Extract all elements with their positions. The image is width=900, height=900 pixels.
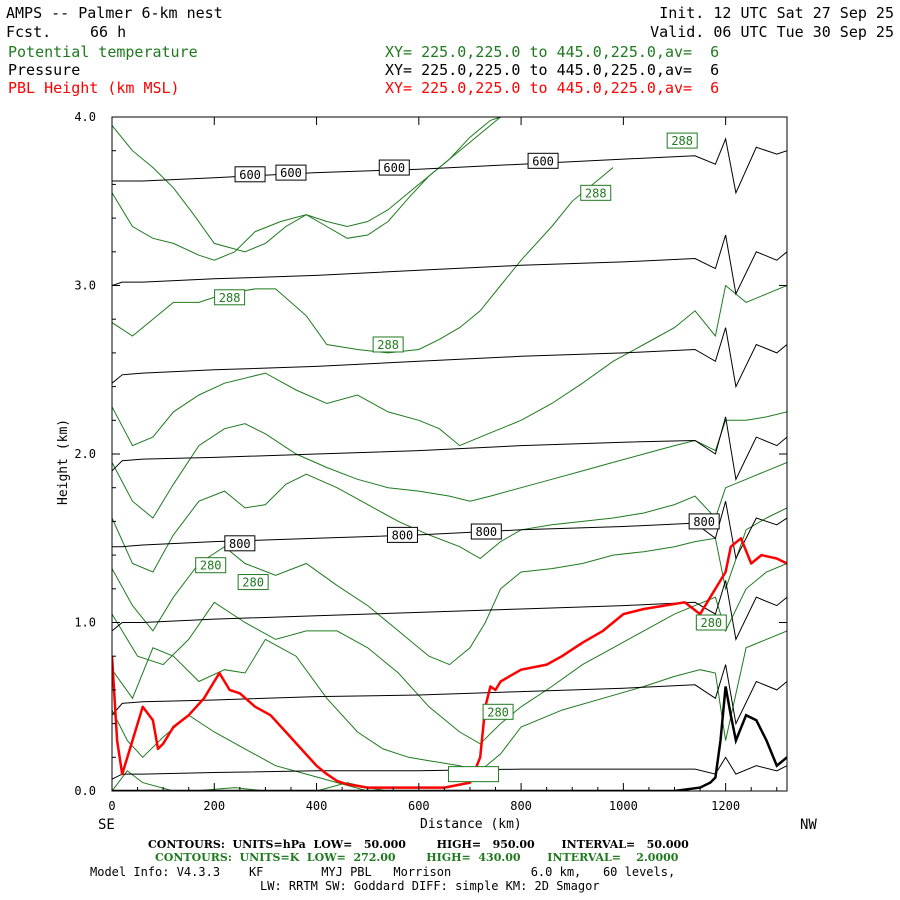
- contour-label-box: [386, 526, 418, 543]
- pressure-contour-650: [112, 234, 787, 296]
- contour-label-text: 800: [229, 537, 251, 551]
- pressure-contour-750: [112, 416, 787, 481]
- contour-label-text: 800: [475, 525, 497, 539]
- contour-label-box: [470, 523, 502, 540]
- legend-pressure-xy: XY= 225.0,225.0 to 445.0,225.0,av= 6: [385, 61, 720, 79]
- contour-label-box: [237, 574, 269, 591]
- footer-physics-info: LW: RRTM SW: Goddard DIFF: simple KM: 2D…: [260, 879, 600, 893]
- theta-contour-line: [112, 117, 501, 253]
- contour-label-box: [372, 336, 404, 353]
- theta-contour-line: [112, 507, 787, 666]
- forecast-label: Fcst.: [6, 23, 52, 41]
- forecast-hour: 66 h: [90, 23, 127, 41]
- y-tick-label: 1.0: [74, 616, 96, 630]
- contour-label-text: 600: [383, 161, 405, 175]
- plot-title: AMPS -- Palmer 6-km nest: [6, 4, 223, 22]
- theta-contour-line: [112, 411, 787, 519]
- contour-label-box: [275, 164, 307, 181]
- x-tick-label: 1000: [609, 799, 638, 813]
- init-time: Init. 12 UTC Sat 27 Sep 25: [659, 4, 894, 22]
- contour-label-text: 280: [242, 576, 264, 590]
- x-tick-label: 1200: [711, 799, 740, 813]
- contour-label-text: 600: [532, 154, 554, 168]
- cross-section-chart: 600 600 600 600 288 288 288 288 800 800 800 800 280 2…: [56, 110, 817, 833]
- theta-contour-line: [112, 630, 787, 772]
- y-axis-label: Height (km): [56, 419, 71, 505]
- pressure-contour-700: [112, 327, 787, 389]
- y-tick-label: 4.0: [74, 110, 96, 124]
- contour-label-text: 288: [671, 134, 693, 148]
- x-end-left-label: SE: [98, 817, 115, 833]
- contour-label-text: 600: [239, 168, 261, 182]
- footer-theta-contours: CONTOURS: UNITS=K LOW= 272.00 HIGH= 430.…: [155, 851, 679, 864]
- theta-contour-line: [112, 563, 787, 745]
- contour-label-box: [378, 159, 410, 176]
- contour-label-box: [527, 152, 559, 169]
- contour-label-box: [666, 132, 698, 149]
- x-tick-label: 400: [306, 799, 328, 813]
- legend-pbl-name: PBL Height (km MSL): [8, 79, 180, 97]
- contour-label-box: [448, 766, 500, 783]
- contour-label-box: [688, 513, 720, 530]
- pressure-contour-800: [112, 501, 787, 561]
- legend-pressure-name: Pressure: [8, 61, 81, 79]
- x-tick-label: 200: [203, 799, 225, 813]
- contour-label-text: 280: [700, 616, 722, 630]
- legend-theta-xy: XY= 225.0,225.0 to 445.0,225.0,av= 6: [385, 43, 720, 61]
- x-end-right-label: NW: [800, 817, 817, 833]
- legend-pbl-xy: XY= 225.0,225.0 to 445.0,225.0,av= 6: [385, 79, 720, 97]
- y-tick-label: 2.0: [74, 447, 96, 461]
- terrain-line: [112, 686, 787, 791]
- theta-contour-line: [112, 709, 368, 791]
- footer-pressure-contours: CONTOURS: UNITS=hPa LOW= 50.000 HIGH= 95…: [148, 838, 689, 851]
- contour-label-box: [695, 614, 727, 631]
- pbl-height-line: [112, 537, 787, 789]
- y-tick-label: 0.0: [74, 784, 96, 798]
- pressure-contour-850: [112, 580, 787, 642]
- contour-label-text: 800: [693, 515, 715, 529]
- contour-label-text: 288: [377, 338, 399, 352]
- contour-label-text: 600: [280, 166, 302, 180]
- contour-label-box: [482, 703, 514, 720]
- theta-contour-line: [112, 167, 614, 354]
- x-axis-label: Distance (km): [420, 817, 522, 832]
- legend-theta-name: Potential temperature: [8, 43, 198, 61]
- theta-contour-line: [112, 117, 501, 261]
- contour-label-box: [234, 166, 266, 183]
- y-tick-label: 3.0: [74, 279, 96, 293]
- valid-time: Valid. 06 UTC Tue 30 Sep 25: [650, 23, 894, 41]
- pressure-contour-900: [112, 664, 787, 726]
- x-tick-label: 800: [510, 799, 532, 813]
- contour-label-text: 280: [200, 559, 222, 573]
- plot-frame: [111, 116, 788, 792]
- theta-contour-line: [112, 284, 787, 447]
- footer-model-info: Model Info: V4.3.3 KF MYJ PBL Morrison 6…: [90, 865, 676, 879]
- theta-contour-line: [112, 461, 787, 573]
- contour-label-text: 288: [585, 186, 607, 200]
- pressure-contour-600: [112, 137, 787, 195]
- contour-label-box: [214, 289, 246, 306]
- x-tick-label: 0: [108, 799, 115, 813]
- contour-label-box: [224, 535, 256, 552]
- contour-label-text: 288: [219, 291, 241, 305]
- x-tick-label: 600: [408, 799, 430, 813]
- contour-label-box: [580, 184, 612, 201]
- contour-label-box: [195, 557, 227, 574]
- contour-label-text: 280: [487, 705, 509, 719]
- pressure-contour-950: [112, 756, 787, 780]
- contour-label-text: 800: [392, 528, 414, 542]
